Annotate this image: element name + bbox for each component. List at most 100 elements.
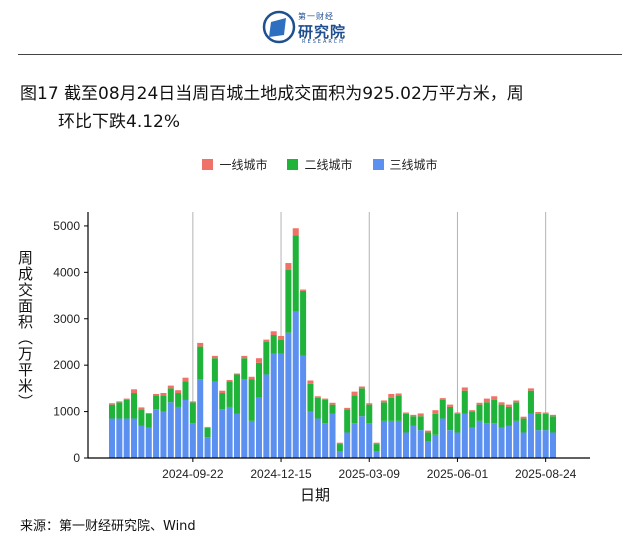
bar-segment bbox=[351, 423, 358, 458]
bar-segment bbox=[219, 390, 226, 394]
bar-segment bbox=[395, 395, 402, 421]
bar-segment bbox=[535, 430, 542, 458]
source-note: 来源：第一财经研究院、Wind bbox=[20, 519, 196, 534]
bar-segment bbox=[219, 393, 226, 410]
y-tick-label: 1000 bbox=[53, 405, 80, 419]
bar-segment bbox=[344, 432, 351, 458]
bar-segment bbox=[513, 400, 520, 403]
y-tick-label: 0 bbox=[73, 451, 80, 465]
bar-segment bbox=[233, 413, 240, 458]
bar-segment bbox=[358, 386, 365, 389]
bar-segment bbox=[535, 413, 542, 431]
legend-item-tier3: 三线城市 bbox=[372, 156, 438, 173]
bar-segment bbox=[123, 398, 130, 400]
bar-segment bbox=[307, 380, 314, 384]
bar-segment bbox=[351, 395, 358, 424]
x-tick-label: 2025-06-01 bbox=[427, 467, 489, 481]
bar-segment bbox=[476, 420, 483, 458]
bar-segment bbox=[344, 409, 351, 433]
bar-segment bbox=[336, 444, 343, 452]
bar-segment bbox=[358, 416, 365, 458]
bar-segment bbox=[461, 387, 468, 391]
bar-segment bbox=[425, 430, 432, 433]
bar-segment bbox=[145, 413, 152, 428]
bar-segment bbox=[204, 427, 211, 438]
bar-segment bbox=[527, 390, 534, 414]
bar-segment bbox=[131, 393, 138, 419]
bar-segment bbox=[505, 404, 512, 407]
bar-segment bbox=[410, 414, 417, 417]
bar-segment bbox=[189, 402, 196, 424]
x-tick-label: 2024-09-22 bbox=[162, 467, 224, 481]
bar-segment bbox=[417, 416, 424, 431]
bar-segment bbox=[322, 399, 329, 424]
bar-segment bbox=[211, 381, 218, 458]
logo-emblem-icon bbox=[262, 10, 296, 44]
bar-segment bbox=[314, 396, 321, 398]
bar-segment bbox=[505, 425, 512, 458]
bar-segment bbox=[542, 430, 549, 458]
bar-segment bbox=[138, 409, 145, 426]
bar-segment bbox=[263, 341, 270, 375]
bar-segment bbox=[138, 425, 145, 458]
bar-segment bbox=[432, 434, 439, 458]
bar-segment bbox=[255, 397, 263, 458]
bar-segment bbox=[278, 339, 285, 354]
figure-title-line2: 环比下跌4.12% bbox=[58, 112, 181, 132]
bar-segment bbox=[461, 413, 468, 458]
bar-segment bbox=[439, 418, 446, 458]
bar-segment bbox=[469, 411, 476, 428]
bar-segment bbox=[270, 335, 277, 354]
bar-segment bbox=[314, 397, 321, 419]
y-tick-label: 5000 bbox=[53, 219, 80, 233]
bar-segment bbox=[131, 418, 138, 458]
legend-swatch-tier1 bbox=[202, 159, 214, 170]
y-tick-label: 2000 bbox=[53, 358, 80, 372]
bar-segment bbox=[454, 432, 461, 458]
bar-segment bbox=[160, 411, 167, 458]
bar-segment bbox=[322, 398, 329, 400]
bar-segment bbox=[380, 400, 387, 403]
bar-segment bbox=[402, 413, 410, 433]
bar-segment bbox=[233, 373, 240, 375]
bar-segment bbox=[476, 404, 483, 421]
bar-segment bbox=[153, 395, 160, 410]
legend-swatch-tier3 bbox=[372, 159, 384, 170]
bar-segment bbox=[520, 418, 527, 433]
bar-segment bbox=[300, 289, 307, 291]
bar-segment bbox=[116, 401, 123, 403]
legend-label-tier3: 三线城市 bbox=[389, 158, 438, 172]
bar-segment bbox=[380, 420, 387, 458]
bar-segment bbox=[108, 404, 116, 419]
bar-segment bbox=[197, 342, 204, 347]
bar-segment bbox=[153, 393, 160, 396]
bar-segment bbox=[542, 413, 549, 431]
bar-segment bbox=[307, 411, 314, 458]
bar-segment bbox=[395, 420, 402, 458]
bar-segment bbox=[373, 444, 380, 452]
bar-segment bbox=[123, 399, 130, 419]
bar-segment bbox=[447, 404, 454, 407]
bar-segment bbox=[292, 311, 299, 458]
bar-segment bbox=[329, 413, 336, 458]
logo-top-text: 第一财经 bbox=[298, 12, 334, 21]
bar-segment bbox=[270, 331, 277, 335]
bar-segment bbox=[263, 374, 270, 458]
bar-segment bbox=[447, 430, 454, 458]
bar-segment bbox=[366, 423, 373, 458]
brand-logo: 第一财经 研究院 RESEARCH bbox=[262, 8, 382, 48]
bar-segment bbox=[285, 270, 292, 333]
bar-segment bbox=[402, 432, 410, 458]
bar-segment bbox=[439, 398, 446, 400]
bar-segment bbox=[160, 395, 167, 412]
bar-segment bbox=[380, 402, 387, 421]
bar-segment bbox=[542, 412, 549, 414]
bar-segment bbox=[336, 442, 343, 445]
bar-segment bbox=[388, 420, 395, 458]
bar-segment bbox=[447, 406, 454, 431]
bar-segment bbox=[491, 396, 498, 400]
bar-segment bbox=[432, 410, 439, 414]
bar-segment bbox=[417, 413, 424, 417]
bar-segment bbox=[498, 402, 505, 405]
bar-segment bbox=[145, 427, 152, 458]
